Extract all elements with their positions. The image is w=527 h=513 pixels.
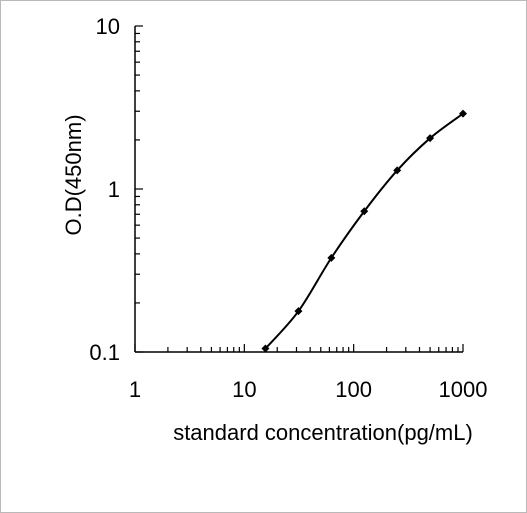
x-axis-title: standard concentration(pg/mL): [173, 420, 473, 445]
tick-labels: 1 10 100 1000 0.1 1 10: [89, 14, 487, 402]
ticks: [134, 25, 464, 353]
axes: [134, 26, 463, 353]
data-point: [327, 253, 336, 262]
y-tick-label: 10: [96, 14, 120, 39]
y-tick-label: 1: [108, 177, 120, 202]
data-point: [393, 166, 402, 175]
x-tick-label: 1000: [439, 377, 488, 402]
series-line: [264, 112, 464, 350]
x-tick-label: 1: [129, 377, 141, 402]
data-point: [261, 344, 270, 353]
data-point: [426, 134, 435, 143]
y-axis-title: O.D(450nm): [61, 114, 86, 235]
x-tick-label: 10: [232, 377, 256, 402]
x-tick-label: 100: [335, 377, 372, 402]
y-tick-label: 0.1: [89, 340, 120, 365]
data-point: [459, 109, 467, 118]
data-point: [360, 207, 369, 216]
data-point: [294, 307, 303, 316]
series-group: [261, 109, 467, 353]
